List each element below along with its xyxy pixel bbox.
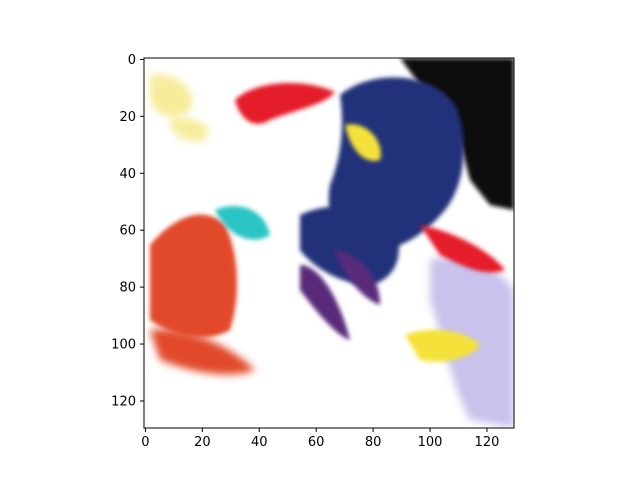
image-blob-teal-accents	[215, 206, 270, 240]
x-tick-label: 60	[308, 435, 325, 450]
y-tick-label: 80	[119, 281, 136, 296]
x-tick-label: 20	[194, 435, 211, 450]
x-tick-label: 0	[141, 435, 149, 450]
image-blob-pale-yellow-left	[170, 117, 209, 142]
image-blob-yellow-patch	[345, 124, 381, 161]
x-tick-label: 80	[365, 435, 382, 450]
image-blob-pale-yellow-left	[150, 74, 193, 118]
image-blob-red-hair	[420, 225, 505, 273]
x-axis: 0 20 40 60 80 100 120	[141, 428, 499, 450]
image-blob-orange-red-left	[150, 214, 237, 338]
y-tick-label: 60	[119, 224, 136, 239]
image-blob-yellow-patch	[405, 329, 480, 362]
y-tick-label: 40	[119, 167, 136, 182]
image-blob-purple-strands	[300, 265, 350, 340]
y-tick-label: 100	[111, 338, 136, 353]
plot-frame	[143, 57, 515, 429]
y-axis: 0 20 40 60 80 100 120	[111, 53, 144, 409]
y-tick-label: 0	[128, 53, 136, 68]
image-blob-purple-strands	[335, 250, 380, 305]
image-blob-orange-red-left	[150, 329, 255, 375]
x-tick-label: 40	[251, 435, 268, 450]
y-tick-label: 120	[111, 394, 136, 409]
x-tick-label: 100	[418, 435, 443, 450]
y-tick-label: 20	[119, 110, 136, 125]
heatmap-image	[144, 58, 514, 428]
image-blob-dark-blue-figure	[328, 77, 464, 251]
image-blob-red-hair	[235, 82, 335, 124]
image-blob-dark-blue-figure	[300, 206, 399, 285]
x-tick-label: 120	[475, 435, 500, 450]
